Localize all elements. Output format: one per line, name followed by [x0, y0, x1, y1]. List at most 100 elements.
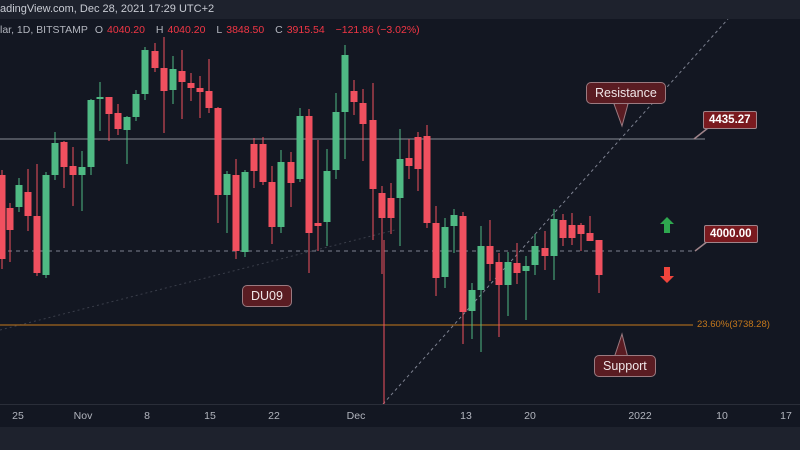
- candle-body: [495, 262, 503, 285]
- candle-body: [550, 219, 558, 256]
- candle-body: [559, 220, 567, 238]
- candle-body: [105, 97, 113, 114]
- candle-body: [341, 55, 349, 112]
- open-value: O 4040.20: [94, 24, 145, 36]
- candle-body: [414, 137, 422, 169]
- high-value: H 4040.20: [155, 24, 206, 36]
- time-axis-tick: 20: [524, 410, 536, 422]
- candle-body: [132, 94, 140, 117]
- candle-body: [268, 182, 276, 227]
- candle-body: [69, 166, 77, 175]
- candle-body: [196, 88, 204, 92]
- support-price-tag[interactable]: 4000.00: [704, 225, 758, 243]
- candle-body: [277, 162, 285, 227]
- candle-body: [6, 208, 14, 230]
- resistance-tag-leader: [693, 127, 709, 140]
- resistance-callout-pointer: [613, 104, 629, 128]
- candle-body: [432, 223, 440, 278]
- candle-body: [441, 227, 449, 277]
- candle-body: [60, 142, 68, 167]
- ohlc-legend: lar, 1D, BITSTAMP O 4040.20 H 4040.20 L 384…: [0, 24, 424, 36]
- candle-body: [141, 50, 149, 94]
- time-axis-tick: Dec: [346, 410, 366, 422]
- support-callout[interactable]: Support: [594, 355, 656, 377]
- candle-body: [405, 158, 413, 166]
- candle-body: [477, 246, 485, 290]
- change-value: −121.86 (−3.02%): [335, 24, 420, 36]
- candle-body: [42, 175, 50, 275]
- bottom-toolbar: [0, 427, 800, 450]
- price-plot[interactable]: [0, 19, 800, 404]
- candle-body: [396, 159, 404, 198]
- candle-body: [423, 136, 431, 223]
- support-callout-pointer: [613, 332, 629, 358]
- candle-body: [577, 225, 585, 234]
- candle-body: [541, 248, 549, 256]
- candle-body: [123, 117, 131, 130]
- top-bar: adingView.com, Dec 28, 2021 17:29 UTC+2: [0, 0, 800, 19]
- fib-level-label: 23.60%(3738.28): [697, 319, 770, 330]
- candle-body: [78, 167, 86, 175]
- time-axis[interactable]: 25 Nov 8 15 22 Dec 13 20 2022 10 17: [0, 404, 800, 428]
- time-axis-tick: 8: [144, 410, 150, 422]
- time-axis-tick: 22: [268, 410, 280, 422]
- ascending-trendline: [382, 19, 729, 404]
- candle-body: [250, 144, 258, 171]
- candle-body: [96, 97, 104, 99]
- candle-body: [241, 172, 249, 252]
- candle-body: [486, 246, 494, 264]
- candle-body: [595, 240, 603, 275]
- time-axis-tick: 2022: [628, 410, 652, 422]
- candle-body: [369, 120, 377, 189]
- candle-body: [531, 246, 539, 265]
- candle-body: [51, 143, 59, 175]
- candle-body: [151, 51, 159, 68]
- candle-body: [223, 174, 231, 195]
- candle-body: [522, 266, 530, 271]
- candle-body: [350, 91, 358, 102]
- chart-area[interactable]: lar, 1D, BITSTAMP O 4040.20 H 4040.20 L 384…: [0, 19, 800, 404]
- candle-body: [332, 112, 340, 170]
- candle-body: [87, 100, 95, 167]
- watermark-label: DU09: [242, 285, 292, 307]
- low-value: L 3848.50: [216, 24, 265, 36]
- time-axis-tick: 10: [716, 410, 728, 422]
- time-axis-tick: 15: [204, 410, 216, 422]
- arrow-down-icon: [660, 267, 674, 283]
- candle-body: [187, 83, 195, 88]
- time-axis-tick: Nov: [73, 410, 93, 422]
- candle-body: [378, 193, 386, 218]
- candle-body: [513, 263, 521, 273]
- candle-body: [259, 144, 267, 182]
- candle-body: [459, 216, 467, 312]
- candle-body: [359, 103, 367, 124]
- candle-body: [15, 185, 23, 207]
- symbol-info: lar, 1D, BITSTAMP: [0, 24, 88, 36]
- candle-body: [468, 290, 476, 311]
- candle-body: [205, 91, 213, 108]
- candle-body: [305, 116, 313, 233]
- candle-body: [296, 116, 304, 179]
- candle-body: [0, 175, 6, 259]
- arrow-up-icon: [660, 217, 674, 233]
- resistance-price-tag[interactable]: 4435.27: [703, 111, 757, 129]
- candle-body: [178, 71, 186, 82]
- source-line: adingView.com, Dec 28, 2021 17:29 UTC+2: [0, 3, 215, 15]
- candle-body: [323, 171, 331, 222]
- candle-body: [287, 162, 295, 183]
- resistance-callout[interactable]: Resistance: [586, 82, 666, 104]
- candle-body: [314, 223, 322, 226]
- time-axis-tick: 17: [780, 410, 792, 422]
- candle-body: [114, 113, 122, 129]
- candle-body: [214, 108, 222, 195]
- candle-body: [586, 233, 594, 241]
- candle-body: [232, 175, 240, 251]
- candle-body: [24, 192, 32, 216]
- faint-trendline: [0, 229, 396, 331]
- close-value: C 3915.54: [275, 24, 325, 36]
- candle-body: [169, 69, 177, 90]
- candle-body: [568, 225, 576, 238]
- candle-body: [33, 216, 41, 273]
- time-axis-tick: 25: [12, 410, 24, 422]
- candle-body: [504, 262, 512, 285]
